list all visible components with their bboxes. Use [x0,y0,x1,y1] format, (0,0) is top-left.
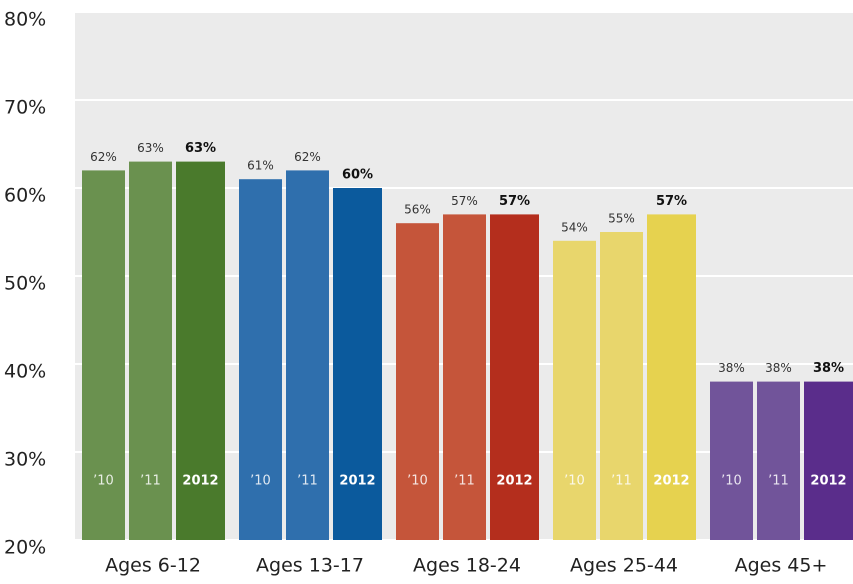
series-label: ’11 [611,474,632,489]
series-label: ’10 [250,474,271,489]
bar [333,188,382,540]
series-label: ’10 [93,474,114,489]
y-tick-label: 50% [4,273,46,295]
series-label: 2012 [653,474,689,489]
bar [647,214,696,540]
series-label: ’11 [454,474,475,489]
bar [129,161,172,540]
bar [176,161,225,540]
data-label: 57% [656,194,687,209]
series-label: ’10 [721,474,742,489]
x-tick-label: Ages 25-44 [570,555,678,577]
bar [82,170,125,540]
x-tick-label: Ages 18-24 [413,555,521,577]
data-label: 56% [404,203,431,217]
data-label: 38% [765,361,792,375]
series-label: ’11 [297,474,318,489]
data-label: 63% [185,141,216,156]
bar [553,240,596,541]
y-tick-label: 80% [4,9,46,31]
data-label: 55% [608,212,635,226]
data-label: 57% [499,194,530,209]
data-label: 62% [90,150,117,164]
x-tick-label: Ages 6-12 [105,555,201,577]
bar [710,381,753,540]
series-label: 2012 [496,474,532,489]
data-label: 38% [718,361,745,375]
y-tick-label: 60% [4,185,46,207]
y-tick-label: 30% [4,449,46,471]
series-label: ’11 [140,474,161,489]
bar [396,223,439,540]
x-tick-label: Ages 45+ [735,555,828,577]
data-label: 62% [294,150,321,164]
x-tick-label: Ages 13-17 [256,555,364,577]
y-tick-label: 20% [4,537,46,559]
bar [804,381,853,540]
bar [757,381,800,540]
series-label: 2012 [810,474,846,489]
data-label: 63% [137,141,164,155]
series-label: 2012 [339,474,375,489]
bar [239,179,282,540]
series-label: ’11 [768,474,789,489]
bar [600,232,643,540]
series-label: ’10 [407,474,428,489]
data-label: 38% [813,361,844,376]
y-tick-label: 70% [4,97,46,119]
series-label: ’10 [564,474,585,489]
data-label: 54% [561,220,588,234]
series-label: 2012 [182,474,218,489]
bar [443,214,486,540]
data-label: 60% [342,168,373,183]
bar [286,170,329,540]
data-label: 61% [247,159,274,173]
y-tick-label: 40% [4,361,46,383]
data-label: 57% [451,194,478,208]
bar [490,214,539,540]
